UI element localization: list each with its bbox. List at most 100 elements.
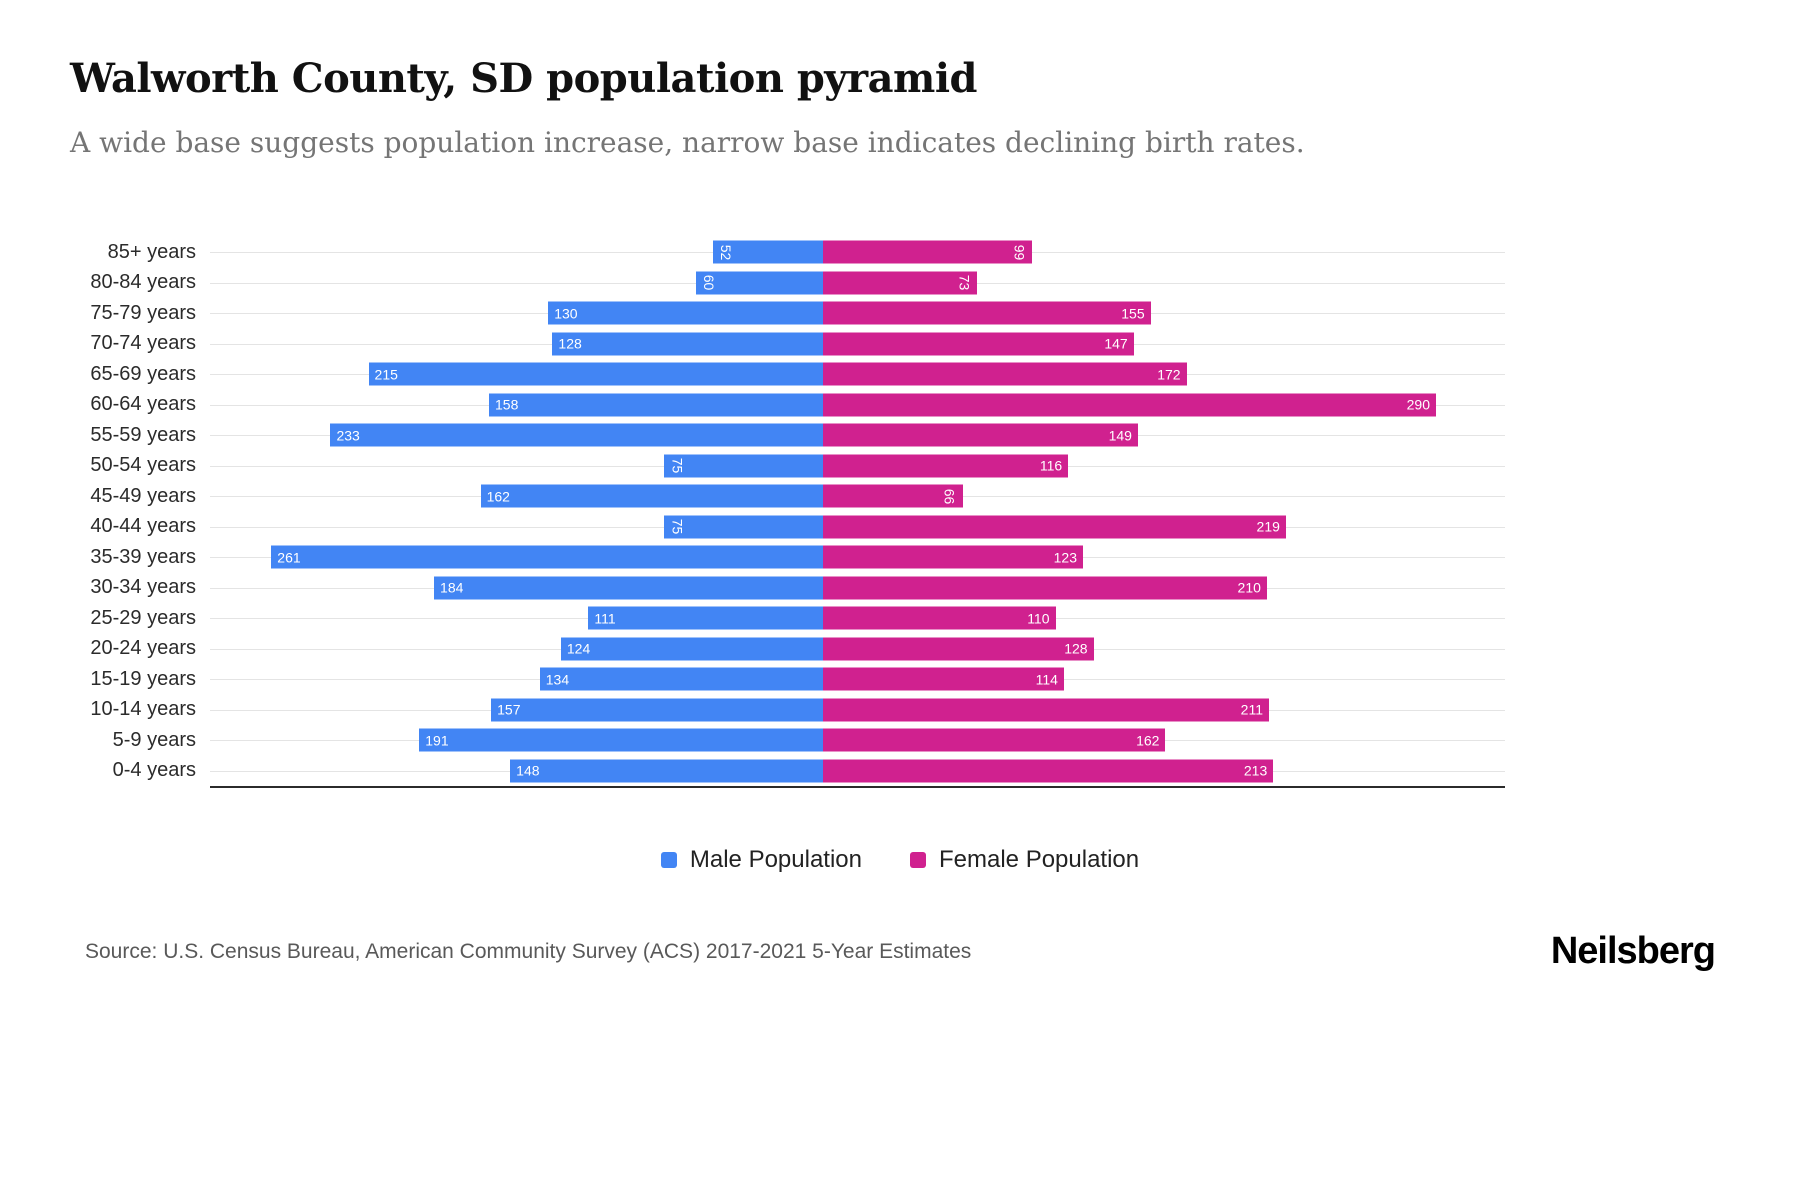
female-value-label: 66 — [941, 488, 958, 505]
female-value-label: 99 — [1011, 244, 1028, 261]
age-group-label: 5-9 years — [112, 728, 196, 751]
male-bar: 261 — [271, 545, 823, 569]
age-group-label: 75-79 years — [90, 301, 196, 324]
female-bar: 155 — [823, 301, 1151, 325]
female-bar: 162 — [823, 728, 1166, 752]
age-group-label: 70-74 years — [90, 332, 196, 355]
female-value-label: 110 — [1027, 610, 1050, 627]
male-bar: 75 — [664, 454, 823, 478]
age-group-label: 50-54 years — [90, 454, 196, 477]
age-group-label: 10-14 years — [90, 698, 196, 721]
female-value-label: 128 — [1064, 640, 1088, 657]
female-value-label: 147 — [1104, 335, 1128, 352]
page-subtitle: A wide base suggests population increase… — [70, 126, 1305, 159]
legend: Male Population Female Population — [70, 846, 1730, 874]
axis-wrap — [70, 786, 1505, 788]
chart-row: 80-84 years 60 73 — [70, 268, 1505, 299]
female-bar: 210 — [823, 576, 1267, 600]
row-plot: 128 147 — [210, 329, 1505, 360]
age-group-label: 20-24 years — [90, 637, 196, 660]
legend-item-female: Female Population — [910, 846, 1139, 874]
male-bar: 191 — [419, 728, 823, 752]
chart-row: 50-54 years 75 116 — [70, 451, 1505, 482]
row-plot: 134 114 — [210, 664, 1505, 695]
female-bar: 66 — [823, 484, 963, 508]
male-value-label: 215 — [374, 366, 398, 383]
chart-row: 25-29 years 111 110 — [70, 603, 1505, 634]
page: Walworth County, SD population pyramid A… — [70, 55, 1730, 973]
age-group-label: 0-4 years — [112, 759, 196, 782]
age-group-label: 15-19 years — [90, 667, 196, 690]
female-value-label: 149 — [1108, 427, 1132, 444]
chart-row: 70-74 years 128 147 — [70, 329, 1505, 360]
chart-row: 15-19 years 134 114 — [70, 664, 1505, 695]
male-bar: 184 — [434, 576, 823, 600]
male-value-label: 128 — [558, 335, 582, 352]
female-swatch-icon — [910, 852, 926, 868]
age-group-label: 65-69 years — [90, 362, 196, 385]
male-bar: 60 — [696, 271, 823, 295]
chart-row: 5-9 years 191 162 — [70, 725, 1505, 756]
female-value-label: 213 — [1243, 762, 1268, 779]
female-bar: 147 — [823, 332, 1134, 356]
row-plot: 261 123 — [210, 542, 1505, 573]
male-bar: 134 — [539, 667, 823, 691]
male-bar: 111 — [588, 606, 823, 630]
male-value-label: 124 — [566, 640, 591, 657]
age-group-label: 40-44 years — [90, 515, 196, 538]
chart-row: 35-39 years 261 123 — [70, 542, 1505, 573]
female-value-label: 155 — [1121, 305, 1145, 322]
female-bar: 213 — [823, 759, 1274, 783]
female-bar: 290 — [823, 393, 1436, 417]
chart-row: 55-59 years 233 149 — [70, 420, 1505, 451]
legend-item-male: Male Population — [660, 846, 862, 874]
male-value-label: 52 — [718, 244, 735, 261]
chart-row: 0-4 years 148 213 — [70, 756, 1505, 787]
legend-label-female: Female Population — [939, 846, 1140, 873]
female-bar: 99 — [823, 240, 1033, 264]
male-bar: 124 — [560, 637, 823, 661]
row-plot: 52 99 — [210, 237, 1505, 268]
source-text: Source: U.S. Census Bureau, American Com… — [85, 939, 972, 963]
male-value-label: 158 — [495, 396, 519, 413]
age-group-label: 80-84 years — [90, 271, 196, 294]
age-group-label: 55-59 years — [90, 423, 196, 446]
age-group-label: 85+ years — [107, 240, 196, 263]
female-value-label: 172 — [1157, 366, 1181, 383]
row-plot: 162 66 — [210, 481, 1505, 512]
female-bar: 123 — [823, 545, 1083, 569]
male-bar: 233 — [330, 423, 823, 447]
age-group-label: 60-64 years — [90, 393, 196, 416]
footer: Source: U.S. Census Bureau, American Com… — [70, 930, 1730, 973]
chart-row: 85+ years 52 99 — [70, 237, 1505, 268]
row-plot: 215 172 — [210, 359, 1505, 390]
female-bar: 149 — [823, 423, 1138, 447]
chart-row: 75-79 years 130 155 — [70, 298, 1505, 329]
row-plot: 130 155 — [210, 298, 1505, 329]
female-value-label: 73 — [956, 274, 973, 291]
female-bar: 116 — [823, 454, 1069, 478]
male-swatch-icon — [660, 852, 677, 868]
chart-row: 45-49 years 162 66 — [70, 481, 1505, 512]
male-value-label: 148 — [516, 762, 540, 779]
age-group-label: 25-29 years — [90, 606, 196, 629]
row-plot: 148 213 — [210, 756, 1505, 787]
male-value-label: 261 — [277, 549, 301, 566]
male-bar: 215 — [368, 362, 823, 386]
male-bar: 75 — [664, 515, 823, 539]
male-value-label: 184 — [440, 579, 464, 596]
female-bar: 73 — [823, 271, 978, 295]
age-group-label: 30-34 years — [90, 576, 196, 599]
chart-row: 60-64 years 158 290 — [70, 390, 1505, 421]
male-bar: 130 — [548, 301, 823, 325]
x-axis-line — [210, 786, 1505, 788]
female-bar: 172 — [823, 362, 1187, 386]
female-value-label: 162 — [1136, 732, 1160, 749]
female-value-label: 123 — [1053, 549, 1077, 566]
female-value-label: 219 — [1256, 518, 1280, 535]
row-plot: 124 128 — [210, 634, 1505, 665]
row-plot: 233 149 — [210, 420, 1505, 451]
male-bar: 157 — [491, 698, 823, 722]
chart-row: 40-44 years 75 219 — [70, 512, 1505, 543]
male-bar: 162 — [480, 484, 823, 508]
